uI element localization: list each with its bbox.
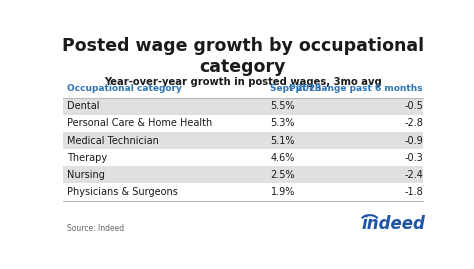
Text: -0.5: -0.5 [404, 101, 423, 111]
Text: 1.9%: 1.9% [271, 187, 295, 197]
Text: Personal Care & Home Health: Personal Care & Home Health [66, 118, 212, 128]
Text: 5.3%: 5.3% [271, 118, 295, 128]
Text: Ppt change past 6 months: Ppt change past 6 months [289, 84, 423, 93]
Text: Therapy: Therapy [66, 153, 107, 163]
Text: -2.8: -2.8 [404, 118, 423, 128]
Bar [63, 149, 423, 166]
Text: Physicians & Surgeons: Physicians & Surgeons [66, 187, 177, 197]
Text: Medical Technician: Medical Technician [66, 136, 158, 146]
Text: Sept 2023: Sept 2023 [271, 84, 322, 93]
Text: Year-over-year growth in posted wages, 3mo avg: Year-over-year growth in posted wages, 3… [104, 77, 382, 87]
Text: -0.9: -0.9 [404, 136, 423, 146]
Text: Dental: Dental [66, 101, 99, 111]
Text: 2.5%: 2.5% [271, 170, 295, 180]
Text: Occupational category: Occupational category [66, 84, 182, 93]
Bar [63, 132, 423, 149]
Text: 5.5%: 5.5% [271, 101, 295, 111]
Bar [63, 183, 423, 201]
Bar [63, 166, 423, 183]
Text: -2.4: -2.4 [404, 170, 423, 180]
Text: 5.1%: 5.1% [271, 136, 295, 146]
Text: 4.6%: 4.6% [271, 153, 295, 163]
Text: Posted wage growth by occupational
category: Posted wage growth by occupational categ… [62, 37, 424, 76]
Text: -0.3: -0.3 [404, 153, 423, 163]
Bar [63, 98, 423, 115]
Bar [63, 115, 423, 132]
Text: indeed: indeed [362, 215, 426, 233]
Text: Nursing: Nursing [66, 170, 104, 180]
Text: -1.8: -1.8 [404, 187, 423, 197]
Text: Source: Indeed: Source: Indeed [66, 224, 124, 233]
